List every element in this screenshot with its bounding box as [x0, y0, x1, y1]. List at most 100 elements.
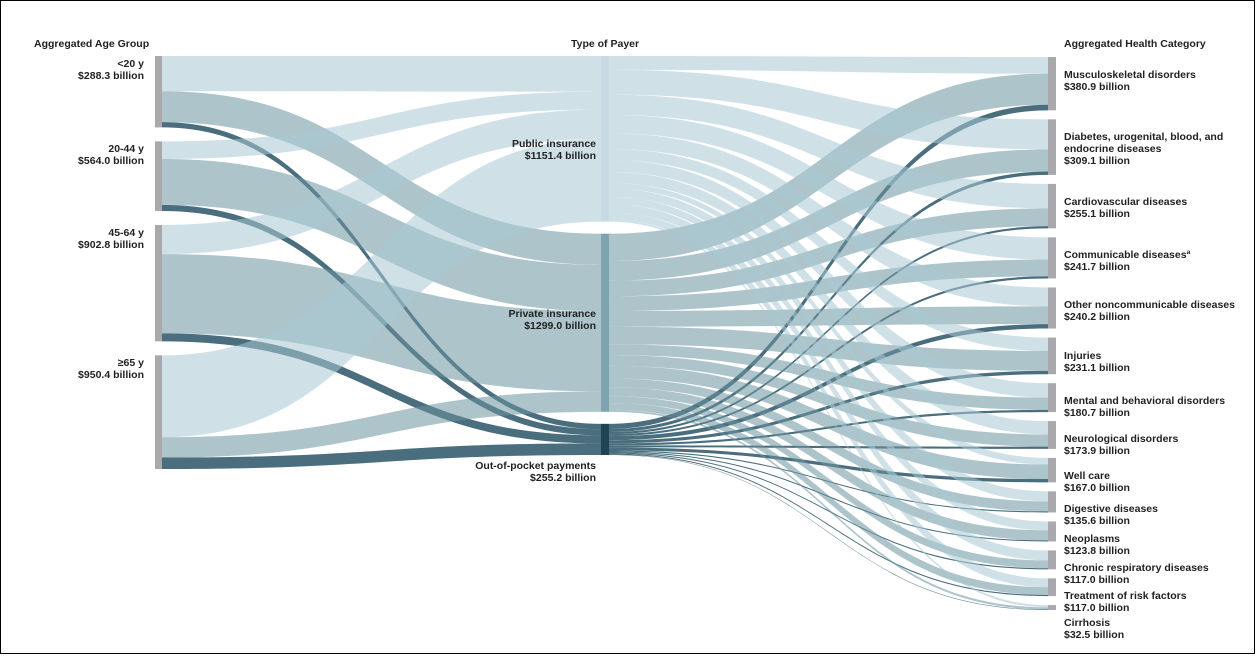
- category-name: Treatment of risk factors: [1064, 590, 1187, 603]
- flow-payer-to-category: [609, 409, 1048, 610]
- category-value: $180.7 billion: [1064, 407, 1130, 420]
- category-label: Neurological disorders $173.9 billion: [1064, 433, 1178, 457]
- age-group-label: ≥65 y $950.4 billion: [40, 357, 144, 381]
- category-value: $123.8 billion: [1064, 545, 1130, 558]
- age-group-name: <20 y: [117, 58, 144, 70]
- flow-payer-to-category: [609, 148, 1048, 351]
- flow-payer-to-category: [609, 403, 1048, 595]
- flow-payer-to-category: [609, 452, 1048, 570]
- flow-payer-to-category: [609, 69, 1048, 150]
- flow-payer-to-category: [609, 196, 1048, 531]
- flow-payer-to-category: [609, 183, 1048, 465]
- category-label: Musculoskeletal disorders $380.9 billion: [1064, 69, 1196, 93]
- payer-node-private: [601, 233, 609, 412]
- flow-payer-to-category: [609, 188, 1048, 502]
- header-health-category: Aggregated Health Category: [1064, 38, 1206, 50]
- category-label: Cardiovascular diseases $255.1 billion: [1064, 196, 1187, 220]
- category-value: $240.2 billion: [1064, 311, 1130, 324]
- category-value: $231.1 billion: [1064, 361, 1130, 374]
- payer-name: Public insurance: [511, 138, 596, 150]
- age-group-label: <20 y $288.3 billion: [40, 58, 144, 82]
- category-name: Cirrhosis: [1064, 617, 1111, 630]
- category-name: Other noncommunicable diseases: [1064, 299, 1235, 312]
- category-node: [1048, 183, 1056, 229]
- age-group-name: 45-64 y: [108, 226, 144, 239]
- flow-age-to-payer: [162, 138, 601, 438]
- category-node: [1048, 119, 1056, 175]
- header-age-group: Aggregated Age Group: [34, 38, 150, 50]
- category-name: Chronic respiratory diseases: [1064, 562, 1209, 575]
- category-name: Musculoskeletal disorders: [1064, 69, 1196, 81]
- flow-payer-to-category: [609, 344, 1048, 410]
- age-group-value: $950.4 billion: [78, 369, 144, 382]
- payer-node-oop: [601, 423, 609, 455]
- age-group-node: [155, 355, 162, 469]
- flow-age-to-payer: [162, 56, 601, 92]
- age-group-label: 20-44 y $564.0 billion: [40, 143, 144, 167]
- category-node: [1048, 383, 1056, 413]
- category-node: [1048, 287, 1056, 329]
- category-label: Communicable diseasesª $241.7 billion: [1064, 249, 1190, 273]
- category-node: [1048, 605, 1056, 610]
- age-group-node: [155, 141, 162, 211]
- flow-payer-to-category: [609, 133, 1048, 307]
- flow-payer-to-category: [609, 365, 1048, 479]
- payer-name: Private insurance: [508, 308, 596, 320]
- category-name: Well care: [1064, 469, 1110, 482]
- age-group-value: $902.8 billion: [78, 238, 144, 251]
- flow-payer-to-category: [609, 454, 1048, 610]
- category-node: [1048, 457, 1056, 483]
- flow-payer-to-category: [609, 212, 1048, 588]
- flow-age-to-payer: [162, 333, 601, 444]
- age-group-name: 20-44 y: [108, 143, 144, 156]
- age-group-node: [155, 56, 162, 128]
- category-node: [1048, 237, 1056, 279]
- flow-payer-to-category: [609, 453, 1048, 597]
- category-label: Chronic respiratory diseases $117.0 billi…: [1064, 562, 1209, 586]
- flow-payer-to-category: [609, 378, 1048, 512]
- category-value: $135.6 billion: [1064, 515, 1130, 528]
- category-label: Injuries $231.1 billion: [1064, 350, 1130, 374]
- payer-value: $1299.0 billion: [524, 320, 596, 332]
- flow-age-to-payer: [162, 91, 601, 160]
- flow-payer-to-category: [609, 219, 1048, 608]
- flow-payer-to-category: [609, 171, 1048, 435]
- flow-payer-to-category: [609, 94, 1048, 209]
- category-node: [1048, 491, 1056, 513]
- category-label: Mental and behavioral disorders $180.7 bi…: [1064, 395, 1225, 419]
- flow-payer-to-category: [609, 387, 1048, 541]
- age-group-label: 45-64 y $902.8 billion: [40, 227, 144, 251]
- category-label: Well care $167.0 billion: [1064, 470, 1130, 494]
- payer-value: $255.2 billion: [530, 472, 596, 484]
- category-value: $117.0 billion: [1064, 602, 1130, 615]
- flow-age-to-payer: [162, 443, 601, 469]
- category-name: Communicable diseasesª: [1064, 249, 1191, 262]
- age-group-node: [155, 224, 162, 342]
- category-label: Neoplasms $123.8 billion: [1064, 533, 1130, 557]
- flow-payer-to-category: [609, 226, 1048, 435]
- category-node: [1048, 57, 1056, 111]
- category-name: Cardiovascular diseases: [1064, 195, 1188, 208]
- category-name: Mental and behavioral disorders: [1064, 395, 1226, 408]
- flow-age-to-payer: [162, 391, 601, 458]
- flow-payer-to-category: [609, 204, 1048, 561]
- category-value: $117.0 billion: [1064, 574, 1130, 587]
- category-node: [1048, 421, 1056, 449]
- category-value: $32.5 billion: [1064, 629, 1125, 642]
- flow-age-to-payer: [162, 159, 601, 312]
- age-group-value: $288.3 billion: [78, 70, 144, 82]
- category-value: $309.1 billion: [1064, 155, 1130, 168]
- category-name: Injuries: [1064, 349, 1102, 362]
- category-node: [1048, 521, 1056, 542]
- category-label: Other noncommunicable diseases $240.2 bil…: [1064, 299, 1235, 323]
- flow-payer-to-category: [609, 370, 1048, 444]
- category-node: [1048, 550, 1056, 570]
- age-group-value: $564.0 billion: [78, 155, 144, 168]
- flow-payer-to-category: [609, 114, 1048, 260]
- category-value: $241.7 billion: [1064, 261, 1130, 274]
- category-label: Cirrhosis $32.5 billion: [1064, 617, 1124, 641]
- header-payer: Type of Payer: [571, 38, 640, 50]
- payer-value: $1151.4 billion: [524, 150, 596, 162]
- category-name: Neurological disorders: [1064, 433, 1179, 446]
